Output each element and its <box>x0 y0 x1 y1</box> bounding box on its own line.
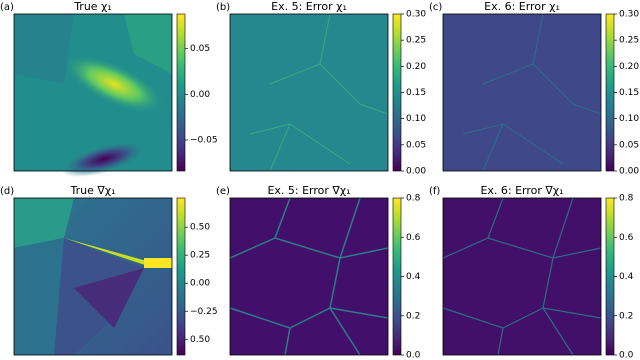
colorbar <box>176 13 186 172</box>
colorbar-tick-label: 0.25 <box>619 36 639 46</box>
image-frame <box>442 13 602 172</box>
colorbar-tick-label: 0.00 <box>619 167 639 177</box>
colorbar-tick-label: 0.0 <box>406 351 421 360</box>
colorbar-tick-label: 0.50 <box>190 223 210 233</box>
heatmap-image <box>229 197 389 356</box>
panel-label: (c) <box>429 2 442 13</box>
colorbar-tick-label: 0.2 <box>619 311 633 321</box>
colorbar-tick-label: 0.10 <box>619 114 639 124</box>
colorbar-tick-label: 0.30 <box>619 10 639 20</box>
panel-title: True ∇χ₁ <box>70 184 116 197</box>
colorbar <box>392 13 402 172</box>
colorbar <box>605 197 615 356</box>
panel-label: (a) <box>0 2 14 13</box>
colorbar-tick-label: −0.05 <box>190 135 218 145</box>
panel-title: Ex. 5: Error ∇χ₁ <box>267 184 350 197</box>
colorbar-tick-label: 0.4 <box>406 272 421 282</box>
colorbar-tick-label: 0.0 <box>619 351 634 360</box>
colorbar-tick-label: 0.10 <box>406 114 426 124</box>
image-frame <box>229 197 389 356</box>
colorbar-tick-label: 0.20 <box>406 62 426 72</box>
colorbar-tick-label: 0.00 <box>190 279 210 289</box>
colorbar-tick-label: 0.05 <box>619 140 639 150</box>
colorbar-tick-label: 0.00 <box>406 167 426 177</box>
heatmap-image <box>442 197 602 356</box>
image-frame <box>442 197 602 356</box>
heatmap-image <box>14 14 172 177</box>
colorbar-tick-label: 0.4 <box>619 272 634 282</box>
colorbar-tick-label: 0.8 <box>619 194 634 204</box>
colorbar-tick-label: 0.00 <box>190 90 210 100</box>
colorbar-tick-label: 0.15 <box>406 88 426 98</box>
image-frame <box>13 197 173 356</box>
colorbar-tick-label: 0.25 <box>406 36 426 46</box>
image-frame <box>13 13 173 172</box>
colorbar <box>176 197 186 356</box>
colorbar-tick-label: 0.50 <box>190 335 210 345</box>
colorbar <box>392 197 402 356</box>
colorbar-tick-label: −0.25 <box>190 307 218 317</box>
colorbar-tick-label: 0.6 <box>619 233 634 243</box>
panel-title: True χ₁ <box>73 0 112 13</box>
colorbar-tick-label: 0.05 <box>406 140 426 150</box>
colorbar-tick-label: 0.25 <box>190 251 210 261</box>
colorbar-tick-label: 0.30 <box>406 10 426 20</box>
colorbar-tick-label: 0.15 <box>619 88 639 98</box>
colorbar <box>605 13 615 172</box>
colorbar-tick-label: 0.8 <box>406 194 421 204</box>
panel-label: (b) <box>216 2 230 13</box>
panel-title: Ex. 6: Error χ₁ <box>484 0 560 13</box>
panel-label: (f) <box>429 186 440 197</box>
panel-label: (e) <box>216 186 230 197</box>
panel-label: (d) <box>0 186 14 197</box>
panel-title: Ex. 6: Error ∇χ₁ <box>480 184 563 197</box>
image-frame <box>229 13 389 172</box>
panel-title: Ex. 5: Error χ₁ <box>271 0 347 13</box>
colorbar-tick-label: 0.05 <box>190 44 210 54</box>
heatmap-image <box>443 13 602 172</box>
heatmap-image <box>14 198 172 355</box>
colorbar-tick-label: 0.2 <box>406 311 420 321</box>
heatmap-image <box>230 13 389 172</box>
colorbar-tick-label: 0.20 <box>619 62 639 72</box>
colorbar-tick-label: 0.6 <box>406 233 421 243</box>
